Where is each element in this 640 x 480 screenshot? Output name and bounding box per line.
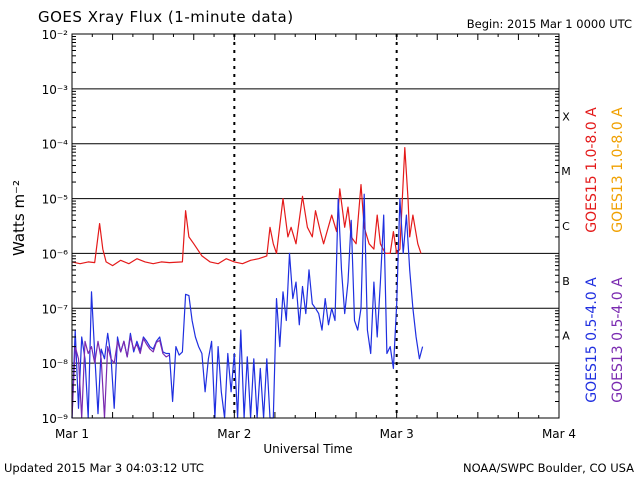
flare-class-label: X	[562, 110, 570, 123]
series-line	[71, 336, 170, 419]
y-tick-label: 10⁻⁹	[42, 412, 69, 426]
x-tick-label: Mar 2	[217, 427, 251, 441]
legend-entry: GOES13 0.5-4.0 A	[610, 277, 626, 403]
flare-class-label: B	[562, 275, 570, 288]
x-tick-label: Mar 4	[542, 427, 576, 441]
y-tick-label: 10⁻³	[42, 83, 69, 97]
legend: GOES15 1.0-8.0 A GOES13 1.0-8.0 A GOES15 0…	[584, 107, 626, 403]
y-tick-label: 10⁻⁸	[42, 357, 69, 371]
series-line	[71, 193, 424, 419]
grid-lines	[72, 34, 559, 418]
y-axis-label: Watts m⁻²	[10, 180, 28, 256]
credit-label: NOAA/SWPC Boulder, CO USA	[462, 461, 634, 475]
x-tick-label: Mar 3	[380, 427, 414, 441]
flare-class-label: A	[562, 330, 570, 343]
legend-entry: GOES15 1.0-8.0 A	[584, 107, 600, 233]
legend-entry: GOES13 1.0-8.0 A	[610, 107, 626, 233]
chart-title: GOES Xray Flux (1-minute data)	[38, 8, 294, 26]
x-tick-label: Mar 1	[55, 427, 89, 441]
series-line	[71, 147, 422, 267]
y-tick-label: 10⁻²	[42, 28, 69, 42]
legend-entry: GOES15 0.5-4.0 A	[584, 277, 600, 403]
begin-time-label: Begin: 2015 Mar 1 0000 UTC	[466, 17, 632, 31]
plot-frame	[71, 33, 560, 419]
flare-class-label: C	[562, 220, 570, 233]
axis-ticks	[71, 34, 560, 418]
updated-timestamp: Updated 2015 Mar 3 04:03:12 UTC	[4, 461, 204, 475]
flare-class-label: M	[561, 165, 571, 178]
y-tick-label: 10⁻⁶	[42, 247, 69, 261]
series-lines	[71, 147, 424, 419]
axis-labels: 10⁻⁹ 10⁻⁸ 10⁻⁷ 10⁻⁶ 10⁻⁵ 10⁻⁴ 10⁻³ 10⁻² Mar 1 Mar…	[42, 28, 576, 441]
y-tick-label: 10⁻⁴	[42, 138, 69, 152]
y-tick-label: 10⁻⁵	[42, 193, 69, 207]
x-axis-label: Universal Time	[263, 442, 352, 456]
y-tick-label: 10⁻⁷	[42, 302, 69, 316]
